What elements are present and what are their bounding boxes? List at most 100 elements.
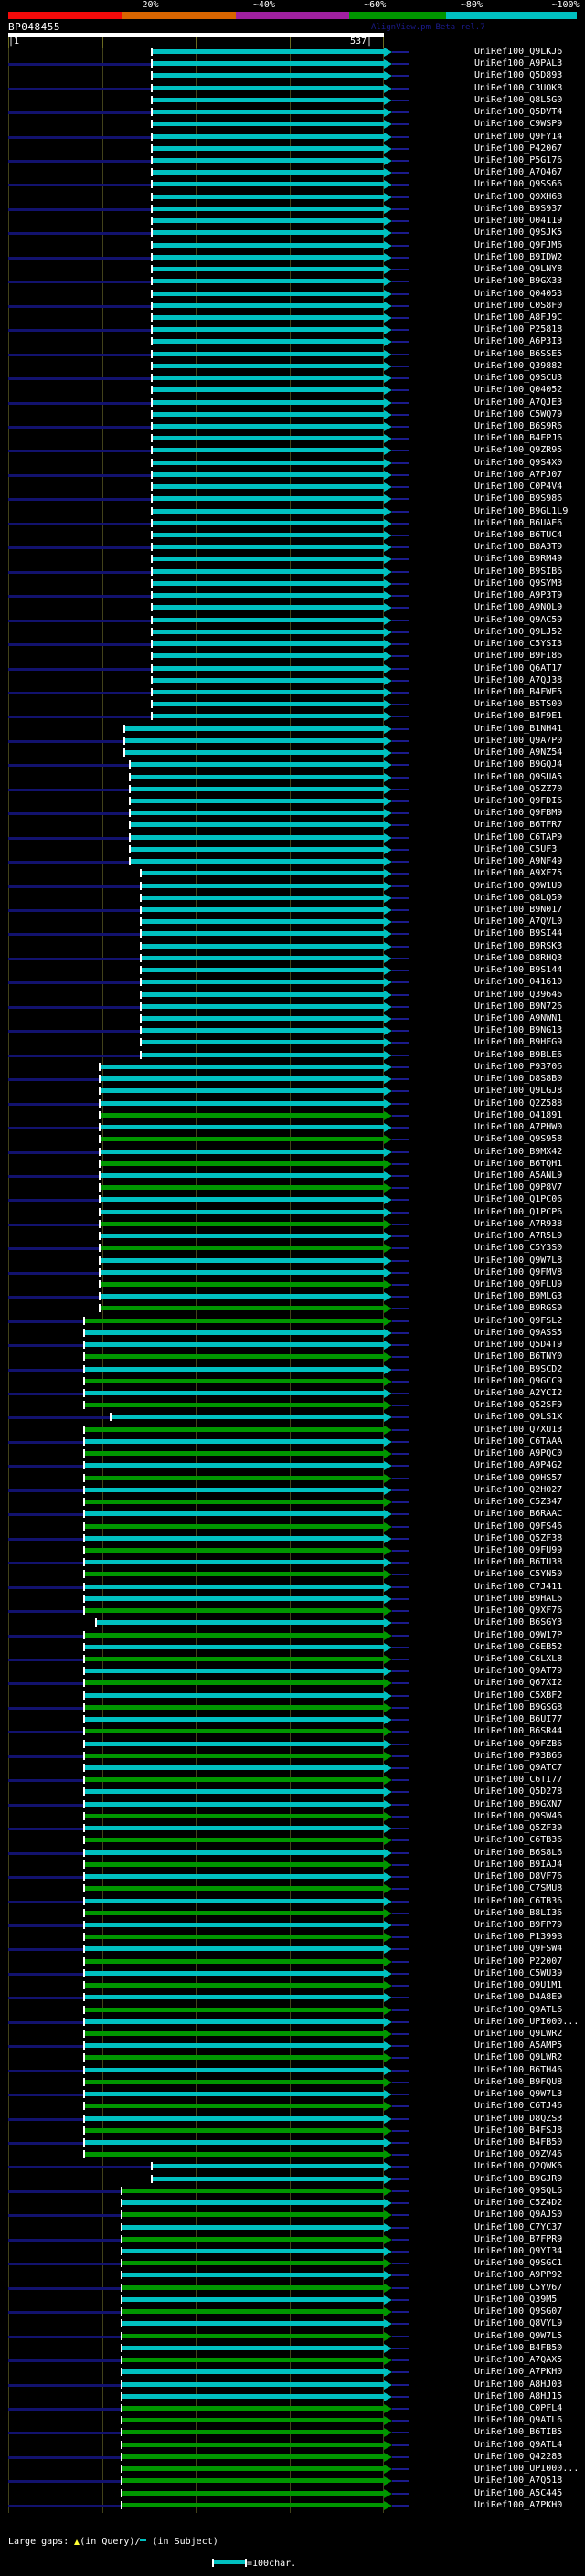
hit-accession-label[interactable]: UniRef100_Q5DVT4 (474, 107, 563, 118)
hit-accession-label[interactable]: UniRef100_P22007 (474, 1956, 563, 1966)
hit-accession-label[interactable]: UniRef100_Q9FMV8 (474, 1267, 563, 1277)
alignment-row[interactable]: UniRef100_C0PFL4 (0, 2403, 585, 2416)
hit-accession-label[interactable]: UniRef100_A2YCI2 (474, 1388, 563, 1399)
alignment-row[interactable]: UniRef100_A7PHW0 (0, 1122, 585, 1135)
alignment-bar[interactable] (100, 1100, 384, 1106)
alignment-bar[interactable] (153, 363, 384, 368)
alignment-bar[interactable] (85, 1777, 384, 1783)
hit-accession-label[interactable]: UniRef100_Q9FSW4 (474, 1944, 563, 1955)
alignment-bar[interactable] (100, 1185, 384, 1191)
hit-accession-label[interactable]: UniRef100_Q9SW46 (474, 1810, 563, 1821)
alignment-bar[interactable] (153, 2164, 384, 2169)
alignment-bar[interactable] (85, 1729, 384, 1734)
alignment-row[interactable]: UniRef100_P42067 (0, 143, 585, 156)
hit-accession-label[interactable]: UniRef100_Q8LQ59 (474, 892, 563, 903)
hit-accession-label[interactable]: UniRef100_B9FQU8 (474, 2076, 563, 2087)
alignment-bar[interactable] (153, 170, 384, 175)
hit-accession-label[interactable]: UniRef100_A9NZ54 (474, 747, 563, 758)
alignment-bar[interactable] (85, 2055, 384, 2061)
hit-accession-label[interactable]: UniRef100_B6S9R6 (474, 420, 563, 431)
alignment-row[interactable]: UniRef100_Q9SW46 (0, 1810, 585, 1824)
alignment-bar[interactable] (85, 1801, 384, 1807)
alignment-bar[interactable] (85, 1403, 384, 1408)
hit-accession-label[interactable]: UniRef100_A7PKH0 (474, 2367, 563, 2378)
alignment-row[interactable]: UniRef100_O04119 (0, 216, 585, 228)
alignment-row[interactable]: UniRef100_A7PKH0 (0, 2500, 585, 2513)
alignment-row[interactable]: UniRef100_Q5D278 (0, 1786, 585, 1799)
hit-accession-label[interactable]: UniRef100_D8VF76 (474, 1871, 563, 1882)
hit-accession-label[interactable]: UniRef100_C5UF3 (474, 843, 558, 854)
alignment-bar[interactable] (122, 2224, 384, 2230)
hit-accession-label[interactable]: UniRef100_P5G176 (474, 155, 563, 166)
alignment-row[interactable]: UniRef100_P93706 (0, 1062, 585, 1075)
hit-accession-label[interactable]: UniRef100_Q6AT17 (474, 663, 563, 673)
hit-accession-label[interactable]: UniRef100_C6TB36 (474, 1835, 563, 1846)
alignment-bar[interactable] (122, 2369, 384, 2375)
alignment-bar[interactable] (153, 73, 384, 79)
alignment-bar[interactable] (130, 762, 384, 768)
hit-accession-label[interactable]: UniRef100_Q9LWR2 (474, 2028, 563, 2039)
alignment-row[interactable]: UniRef100_B7FPR9 (0, 2234, 585, 2247)
hit-accession-label[interactable]: UniRef100_A9XF75 (474, 868, 563, 879)
alignment-row[interactable]: UniRef100_P93B66 (0, 1751, 585, 1764)
alignment-bar[interactable] (85, 1656, 384, 1661)
alignment-bar[interactable] (141, 1028, 384, 1034)
alignment-bar[interactable] (100, 1294, 384, 1299)
alignment-bar[interactable] (85, 1813, 384, 1818)
alignment-row[interactable]: UniRef100_Q9W7L5 (0, 2331, 585, 2344)
alignment-bar[interactable] (153, 182, 384, 187)
hit-accession-label[interactable]: UniRef100_A5C445 (474, 2487, 563, 2498)
alignment-row[interactable]: UniRef100_Q2QWK6 (0, 2161, 585, 2174)
alignment-bar[interactable] (100, 1161, 384, 1166)
alignment-row[interactable]: UniRef100_Q9W7L3 (0, 2089, 585, 2102)
alignment-row[interactable]: UniRef100_C6TJ46 (0, 2101, 585, 2114)
alignment-row[interactable]: UniRef100_Q9AJS0 (0, 2210, 585, 2222)
hit-accession-label[interactable]: UniRef100_Q9SCU3 (474, 373, 563, 384)
hit-accession-label[interactable]: UniRef100_Q9SG07 (474, 2306, 563, 2317)
alignment-row[interactable]: UniRef100_P1399B (0, 1932, 585, 1945)
alignment-bar[interactable] (100, 1064, 384, 1069)
alignment-bar[interactable] (153, 702, 384, 707)
alignment-bar[interactable] (141, 883, 384, 888)
hit-accession-label[interactable]: UniRef100_P25818 (474, 324, 563, 335)
alignment-row[interactable]: UniRef100_C0S8F0 (0, 301, 585, 313)
alignment-row[interactable]: UniRef100_Q9XH68 (0, 191, 585, 205)
alignment-row[interactable]: UniRef100_B4FB50 (0, 2343, 585, 2356)
alignment-row[interactable]: UniRef100_A9PQC0 (0, 1448, 585, 1461)
alignment-bar[interactable] (100, 1137, 384, 1142)
alignment-row[interactable]: UniRef100_O41610 (0, 977, 585, 990)
alignment-row[interactable]: UniRef100_A6P3I3 (0, 336, 585, 349)
alignment-row[interactable]: UniRef100_Q39646 (0, 990, 585, 1002)
alignment-row[interactable]: UniRef100_A9NQL9 (0, 602, 585, 615)
alignment-row[interactable]: UniRef100_B9SI44 (0, 928, 585, 941)
alignment-row[interactable]: UniRef100_Q39882 (0, 361, 585, 374)
alignment-bar[interactable] (153, 665, 384, 671)
hit-accession-label[interactable]: UniRef100_A7QJE3 (474, 397, 563, 408)
alignment-row[interactable]: UniRef100_B9GX33 (0, 276, 585, 289)
alignment-bar[interactable] (85, 2043, 384, 2049)
alignment-row[interactable]: UniRef100_A7PJ07 (0, 470, 585, 482)
hit-accession-label[interactable]: UniRef100_B9S144 (474, 965, 563, 976)
hit-accession-label[interactable]: UniRef100_Q2QWK6 (474, 2161, 563, 2172)
hit-accession-label[interactable]: UniRef100_B6UAE6 (474, 517, 563, 528)
hit-accession-label[interactable]: UniRef100_A7R938 (474, 1218, 563, 1229)
alignment-row[interactable]: UniRef100_B6SR44 (0, 1726, 585, 1739)
alignment-row[interactable]: UniRef100_B9HFG9 (0, 1037, 585, 1050)
hit-accession-label[interactable]: UniRef100_C6LXL8 (474, 1653, 563, 1664)
hit-accession-label[interactable]: UniRef100_Q9XH68 (474, 191, 563, 202)
alignment-row[interactable]: UniRef100_Q9FLU9 (0, 1279, 585, 1292)
hit-accession-label[interactable]: UniRef100_B9FI86 (474, 651, 563, 662)
alignment-row[interactable]: UniRef100_A7Q518 (0, 2475, 585, 2488)
hit-accession-label[interactable]: UniRef100_B9NG13 (474, 1025, 563, 1036)
hit-accession-label[interactable]: UniRef100_Q1PCP6 (474, 1206, 563, 1217)
alignment-row[interactable]: UniRef100_Q9FU99 (0, 1544, 585, 1558)
alignment-bar[interactable] (85, 1850, 384, 1855)
alignment-row[interactable]: UniRef100_Q9FSL2 (0, 1316, 585, 1329)
alignment-row[interactable]: UniRef100_C6TAAA (0, 1436, 585, 1449)
hit-accession-label[interactable]: UniRef100_Q9FU99 (474, 1544, 563, 1555)
alignment-row[interactable]: UniRef100_C7YC37 (0, 2222, 585, 2235)
hit-accession-label[interactable]: UniRef100_Q39M5 (474, 2294, 558, 2305)
alignment-row[interactable]: UniRef100_P22007 (0, 1956, 585, 1969)
hit-accession-label[interactable]: UniRef100_B9GXN7 (474, 1798, 563, 1809)
alignment-bar[interactable] (153, 327, 384, 333)
